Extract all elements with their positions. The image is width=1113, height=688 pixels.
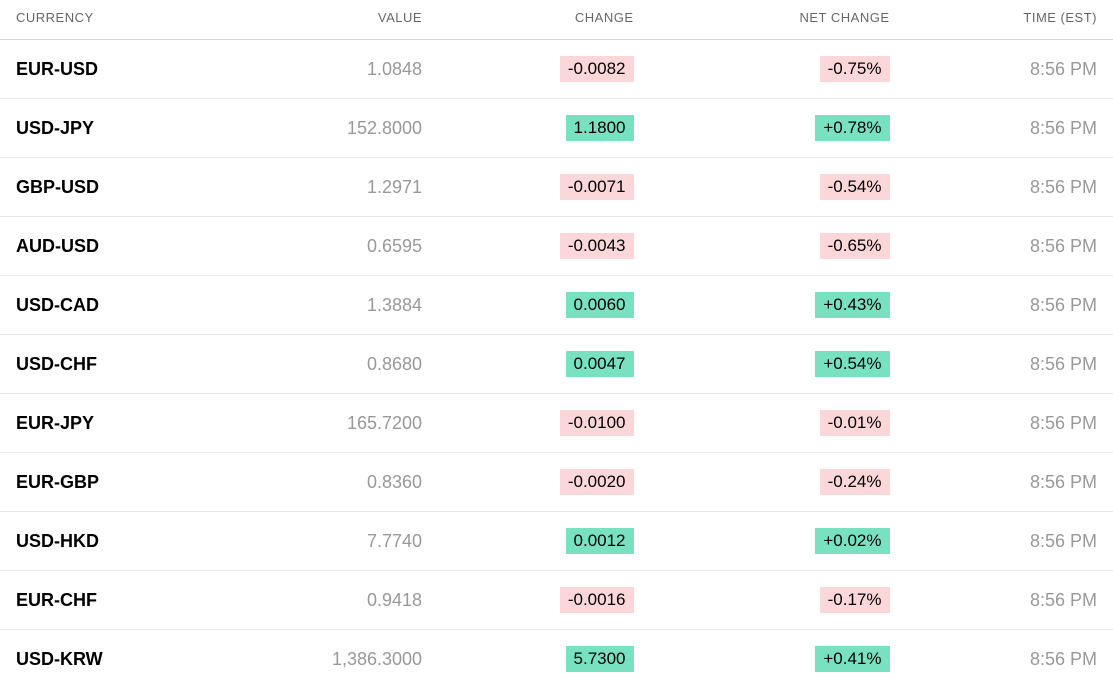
- change-cell: 5.7300: [434, 630, 645, 688]
- change-cell: 0.0060: [434, 276, 645, 335]
- change-badge: 1.1800: [566, 115, 634, 141]
- value-cell: 7.7740: [234, 512, 434, 571]
- change-cell: -0.0100: [434, 394, 645, 453]
- col-header-change[interactable]: CHANGE: [434, 0, 645, 40]
- net-change-badge: -0.54%: [820, 174, 890, 200]
- change-badge: 0.0012: [566, 528, 634, 554]
- table-row[interactable]: GBP-USD1.2971 -0.0071 -0.54% 8:56 PM: [0, 158, 1113, 217]
- change-badge: -0.0071: [560, 174, 634, 200]
- net-change-cell: -0.17%: [646, 571, 902, 630]
- change-cell: 0.0047: [434, 335, 645, 394]
- change-badge: -0.0043: [560, 233, 634, 259]
- change-badge: 5.7300: [566, 646, 634, 672]
- value-cell: 152.8000: [234, 99, 434, 158]
- currency-pair-link[interactable]: EUR-CHF: [0, 571, 234, 630]
- change-cell: -0.0071: [434, 158, 645, 217]
- net-change-cell: -0.75%: [646, 40, 902, 99]
- net-change-badge: +0.41%: [815, 646, 889, 672]
- table-row[interactable]: USD-CAD1.3884 0.0060 +0.43% 8:56 PM: [0, 276, 1113, 335]
- table-row[interactable]: EUR-USD1.0848 -0.0082 -0.75% 8:56 PM: [0, 40, 1113, 99]
- value-cell: 1.3884: [234, 276, 434, 335]
- time-cell: 8:56 PM: [902, 217, 1113, 276]
- net-change-cell: -0.65%: [646, 217, 902, 276]
- value-cell: 0.6595: [234, 217, 434, 276]
- value-cell: 1,386.3000: [234, 630, 434, 688]
- net-change-badge: -0.01%: [820, 410, 890, 436]
- time-cell: 8:56 PM: [902, 630, 1113, 688]
- net-change-badge: -0.17%: [820, 587, 890, 613]
- time-cell: 8:56 PM: [902, 394, 1113, 453]
- change-cell: -0.0016: [434, 571, 645, 630]
- time-cell: 8:56 PM: [902, 571, 1113, 630]
- table-row[interactable]: USD-KRW1,386.3000 5.7300 +0.41% 8:56 PM: [0, 630, 1113, 688]
- time-cell: 8:56 PM: [902, 453, 1113, 512]
- currency-table: CURRENCY VALUE CHANGE NET CHANGE TIME (E…: [0, 0, 1113, 688]
- value-cell: 0.9418: [234, 571, 434, 630]
- net-change-badge: +0.02%: [815, 528, 889, 554]
- col-header-net-change[interactable]: NET CHANGE: [646, 0, 902, 40]
- currency-pair-link[interactable]: GBP-USD: [0, 158, 234, 217]
- table-row[interactable]: USD-JPY152.8000 1.1800 +0.78% 8:56 PM: [0, 99, 1113, 158]
- change-cell: 0.0012: [434, 512, 645, 571]
- net-change-badge: -0.65%: [820, 233, 890, 259]
- time-cell: 8:56 PM: [902, 335, 1113, 394]
- currency-pair-link[interactable]: EUR-JPY: [0, 394, 234, 453]
- col-header-value[interactable]: VALUE: [234, 0, 434, 40]
- currency-pair-link[interactable]: USD-JPY: [0, 99, 234, 158]
- net-change-badge: +0.43%: [815, 292, 889, 318]
- time-cell: 8:56 PM: [902, 158, 1113, 217]
- change-badge: -0.0020: [560, 469, 634, 495]
- value-cell: 0.8680: [234, 335, 434, 394]
- net-change-cell: -0.54%: [646, 158, 902, 217]
- change-cell: -0.0020: [434, 453, 645, 512]
- currency-pair-link[interactable]: USD-CAD: [0, 276, 234, 335]
- change-badge: -0.0082: [560, 56, 634, 82]
- currency-pair-link[interactable]: USD-CHF: [0, 335, 234, 394]
- change-badge: -0.0100: [560, 410, 634, 436]
- net-change-cell: +0.02%: [646, 512, 902, 571]
- time-cell: 8:56 PM: [902, 512, 1113, 571]
- value-cell: 1.0848: [234, 40, 434, 99]
- net-change-cell: +0.54%: [646, 335, 902, 394]
- table-row[interactable]: USD-CHF0.8680 0.0047 +0.54% 8:56 PM: [0, 335, 1113, 394]
- net-change-badge: -0.24%: [820, 469, 890, 495]
- col-header-currency[interactable]: CURRENCY: [0, 0, 234, 40]
- currency-pair-link[interactable]: USD-HKD: [0, 512, 234, 571]
- net-change-cell: +0.78%: [646, 99, 902, 158]
- net-change-badge: +0.54%: [815, 351, 889, 377]
- col-header-time[interactable]: TIME (EST): [902, 0, 1113, 40]
- change-cell: -0.0043: [434, 217, 645, 276]
- table-row[interactable]: EUR-GBP0.8360 -0.0020 -0.24% 8:56 PM: [0, 453, 1113, 512]
- net-change-cell: +0.43%: [646, 276, 902, 335]
- change-badge: -0.0016: [560, 587, 634, 613]
- net-change-cell: -0.01%: [646, 394, 902, 453]
- net-change-badge: +0.78%: [815, 115, 889, 141]
- value-cell: 1.2971: [234, 158, 434, 217]
- time-cell: 8:56 PM: [902, 99, 1113, 158]
- change-cell: 1.1800: [434, 99, 645, 158]
- change-badge: 0.0047: [566, 351, 634, 377]
- table-header-row: CURRENCY VALUE CHANGE NET CHANGE TIME (E…: [0, 0, 1113, 40]
- currency-pair-link[interactable]: USD-KRW: [0, 630, 234, 688]
- currency-pair-link[interactable]: AUD-USD: [0, 217, 234, 276]
- net-change-badge: -0.75%: [820, 56, 890, 82]
- time-cell: 8:56 PM: [902, 276, 1113, 335]
- table-row[interactable]: USD-HKD7.7740 0.0012 +0.02% 8:56 PM: [0, 512, 1113, 571]
- change-cell: -0.0082: [434, 40, 645, 99]
- value-cell: 0.8360: [234, 453, 434, 512]
- net-change-cell: +0.41%: [646, 630, 902, 688]
- table-row[interactable]: AUD-USD0.6595 -0.0043 -0.65% 8:56 PM: [0, 217, 1113, 276]
- currency-pair-link[interactable]: EUR-GBP: [0, 453, 234, 512]
- table-row[interactable]: EUR-CHF0.9418 -0.0016 -0.17% 8:56 PM: [0, 571, 1113, 630]
- value-cell: 165.7200: [234, 394, 434, 453]
- currency-pair-link[interactable]: EUR-USD: [0, 40, 234, 99]
- change-badge: 0.0060: [566, 292, 634, 318]
- time-cell: 8:56 PM: [902, 40, 1113, 99]
- table-row[interactable]: EUR-JPY165.7200 -0.0100 -0.01% 8:56 PM: [0, 394, 1113, 453]
- net-change-cell: -0.24%: [646, 453, 902, 512]
